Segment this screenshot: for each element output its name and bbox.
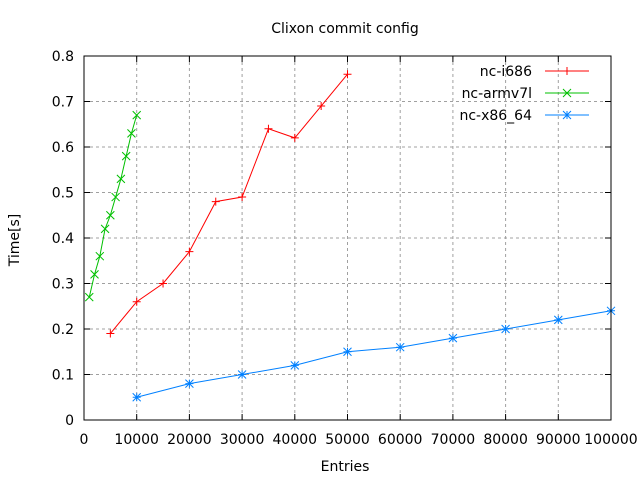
y-tick-label: 0.3	[52, 277, 74, 293]
data-point-nc-armv7l	[132, 110, 142, 120]
data-point-nc-i686	[159, 279, 168, 288]
y-tick-label: 0.2	[52, 322, 74, 338]
x-tick-label: 50000	[325, 432, 370, 448]
y-tick-label: 0.6	[52, 140, 74, 156]
data-point-nc-x86_64	[448, 333, 458, 343]
x-tick-label: 80000	[483, 432, 528, 448]
data-point-nc-x86_64	[501, 324, 510, 334]
data-point-nc-armv7l	[111, 192, 120, 202]
data-point-nc-i686	[290, 133, 299, 142]
data-point-nc-x86_64	[237, 370, 247, 379]
data-point-nc-i686	[211, 197, 220, 206]
data-point-nc-i686	[238, 193, 247, 202]
data-point-nc-armv7l	[95, 251, 105, 261]
legend-label: nc-x86_64	[459, 108, 532, 124]
x-tick-label: 100000	[584, 432, 637, 448]
data-point-nc-i686	[185, 247, 194, 256]
data-point-nc-x86_64	[395, 342, 405, 352]
data-point-nc-armv7l	[84, 292, 94, 302]
x-tick-label: 40000	[273, 432, 318, 448]
series-line-nc-x86_64	[136, 310, 612, 398]
x-axis-label: Entries	[321, 459, 370, 475]
data-point-nc-i686	[264, 124, 273, 133]
x-tick-label: 10000	[114, 432, 159, 448]
x-tick-label: 70000	[431, 432, 476, 448]
y-tick-label: 0.7	[52, 95, 74, 111]
y-tick-label: 0.8	[52, 49, 74, 65]
data-point-nc-i686	[343, 70, 352, 79]
data-point-nc-armv7l	[100, 224, 110, 234]
data-point-nc-armv7l	[105, 210, 115, 220]
plot-border	[83, 55, 612, 421]
y-tick-label: 0.1	[52, 368, 74, 384]
data-point-nc-armv7l	[116, 174, 126, 184]
data-point-nc-armv7l	[121, 151, 131, 161]
data-point-nc-i686	[317, 102, 326, 111]
y-tick-label: 0.5	[52, 186, 74, 202]
legend-label: nc-i686	[480, 64, 532, 80]
x-tick-label: 20000	[167, 432, 212, 448]
x-tick-label: 0	[80, 432, 89, 448]
data-point-nc-x86_64	[343, 347, 352, 357]
data-point-nc-x86_64	[132, 392, 142, 402]
chart-title: Clixon commit config	[271, 21, 419, 37]
data-point-nc-x86_64	[290, 361, 300, 370]
y-tick-label: 0	[65, 413, 74, 429]
data-point-nc-x86_64	[185, 379, 194, 388]
series-line-nc-i686	[109, 73, 348, 334]
x-tick-label: 90000	[536, 432, 581, 448]
legend-label: nc-armv7l	[462, 86, 532, 102]
data-point-nc-i686	[132, 297, 141, 306]
y-axis-label: Time[s]	[7, 214, 23, 267]
x-tick-label: 30000	[220, 432, 265, 448]
data-point-nc-armv7l	[90, 270, 99, 279]
y-tick-label: 0.4	[52, 231, 74, 247]
x-tick-label: 60000	[378, 432, 423, 448]
data-point-nc-x86_64	[553, 315, 563, 325]
data-point-nc-i686	[106, 329, 115, 338]
data-point-nc-armv7l	[127, 128, 136, 138]
series-line-nc-armv7l	[88, 115, 138, 298]
